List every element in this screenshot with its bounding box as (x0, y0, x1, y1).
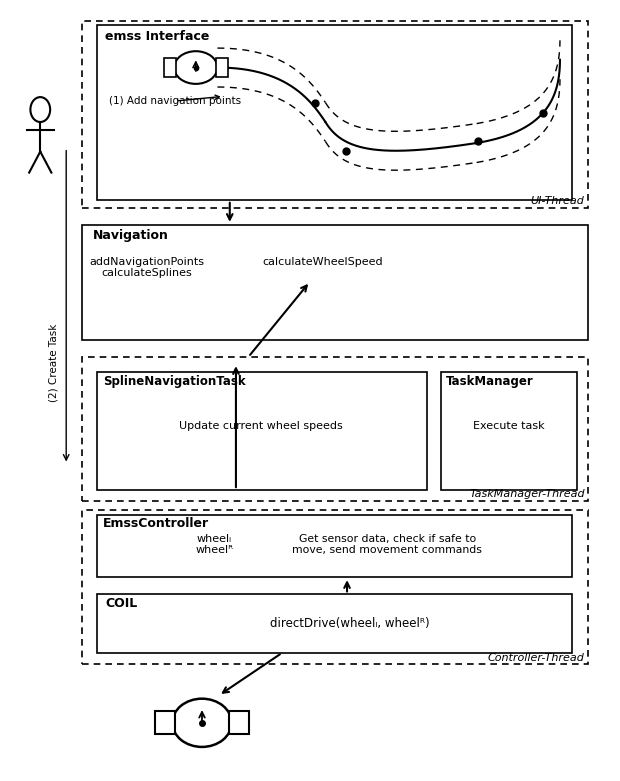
Text: Execute task: Execute task (473, 420, 544, 430)
Ellipse shape (174, 52, 218, 84)
FancyBboxPatch shape (97, 515, 572, 577)
FancyBboxPatch shape (82, 21, 588, 208)
FancyBboxPatch shape (97, 594, 572, 653)
Circle shape (30, 97, 50, 122)
Bar (155, 711, 175, 734)
FancyBboxPatch shape (82, 357, 588, 501)
Text: addNavigationPoints
calculateSplines: addNavigationPoints calculateSplines (89, 257, 204, 278)
Text: COIL: COIL (105, 597, 138, 610)
Bar (229, 711, 249, 734)
Bar (164, 59, 176, 77)
Text: calculateWheelSpeed: calculateWheelSpeed (262, 257, 383, 266)
FancyBboxPatch shape (441, 372, 577, 490)
FancyBboxPatch shape (97, 372, 427, 490)
Text: Navigation: Navigation (93, 229, 169, 241)
Bar (216, 59, 228, 77)
Text: UI-Thread: UI-Thread (531, 196, 585, 206)
Text: Update current wheel speeds: Update current wheel speeds (179, 420, 342, 430)
Text: emss Interface: emss Interface (105, 30, 210, 43)
Text: (1) Add navigation points: (1) Add navigation points (109, 95, 242, 106)
Text: (2) Create Task: (2) Create Task (49, 324, 59, 402)
Text: directDrive(wheelₗ, wheelᴿ): directDrive(wheelₗ, wheelᴿ) (270, 618, 430, 630)
Text: SplineNavigationTask: SplineNavigationTask (104, 375, 246, 388)
FancyBboxPatch shape (82, 225, 588, 340)
FancyBboxPatch shape (97, 25, 572, 200)
Ellipse shape (172, 699, 232, 747)
Text: wheelₗ
wheelᴿ: wheelₗ wheelᴿ (195, 533, 233, 555)
Text: TaskManager-Thread: TaskManager-Thread (469, 490, 585, 500)
Text: TaskManager: TaskManager (446, 375, 534, 388)
Text: Controller-Thread: Controller-Thread (488, 653, 585, 663)
FancyBboxPatch shape (82, 510, 588, 665)
Text: Get sensor data, check if safe to
move, send movement commands: Get sensor data, check if safe to move, … (292, 533, 482, 555)
Text: EmssController: EmssController (104, 517, 210, 530)
